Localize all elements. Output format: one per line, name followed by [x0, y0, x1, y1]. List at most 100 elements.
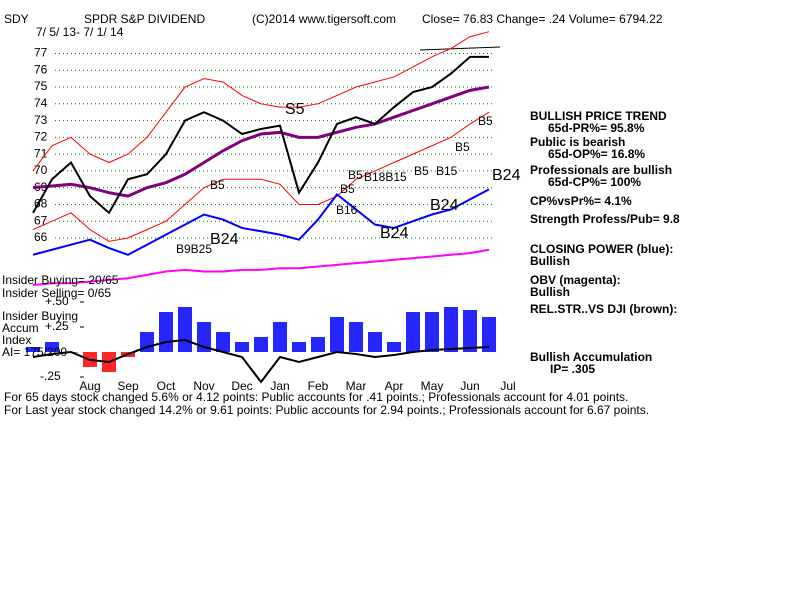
signal-label: B9B25	[176, 242, 212, 256]
side-text: Bullish Accumulation	[530, 350, 652, 364]
side-text: REL.STR..VS DJI (brown):	[530, 302, 677, 316]
accum-bar	[425, 312, 439, 352]
accum-bar	[216, 332, 230, 352]
series-line	[32, 55, 489, 215]
accum-bar	[311, 337, 325, 352]
signal-label: B16	[336, 203, 358, 217]
accum-bar	[178, 307, 192, 352]
side-text: 65d-OP%= 16.8%	[548, 147, 645, 161]
accum-bar	[406, 312, 420, 352]
x-tick-label: Sep	[117, 379, 139, 393]
x-tick-label: Mar	[346, 379, 367, 393]
copyright: (C)2014 www.tigersoft.com	[252, 12, 396, 26]
x-tick-label: Apr	[385, 379, 404, 393]
accum-bar	[330, 317, 344, 352]
x-tick-label: Jun	[460, 379, 479, 393]
y-tick-label: 74	[34, 96, 48, 110]
y-tick-label: 72	[34, 130, 48, 144]
accum-bar	[273, 322, 287, 352]
y-tick-label: 73	[34, 113, 48, 127]
y-tick-label: -.25	[40, 369, 61, 383]
side-text: CLOSING POWER (blue):	[530, 242, 673, 256]
side-text: IP= .305	[550, 362, 595, 376]
accum-bar	[235, 342, 249, 352]
x-tick-label: Jul	[500, 379, 515, 393]
insider-label: Insider Buying	[2, 309, 78, 323]
accum-bar	[292, 342, 306, 352]
accum-bar	[482, 317, 496, 352]
accum-bar	[387, 342, 401, 352]
y-tick-label: 66	[34, 230, 48, 244]
accum-bar	[368, 332, 382, 352]
y-tick-label: 76	[34, 62, 48, 76]
series-line	[32, 31, 490, 172]
insider-label: Insider Buying= 20/65	[2, 273, 119, 287]
side-text: 65d-CP%= 100%	[548, 175, 641, 189]
footer-text: For 65 days stock changed 5.6% or 4.12 p…	[4, 390, 628, 404]
signal-label: B5	[340, 182, 355, 196]
side-text: BULLISH PRICE TREND	[530, 109, 667, 123]
signal-label: B5	[478, 114, 493, 128]
x-tick-label: Dec	[231, 379, 252, 393]
x-tick-label: Jan	[270, 379, 289, 393]
signal-label: B24	[492, 167, 521, 184]
signal-label: B5	[414, 164, 429, 178]
signal-label: B24	[430, 197, 459, 214]
accum-bar	[159, 312, 173, 352]
series-line	[32, 85, 490, 198]
x-tick-label: May	[421, 379, 444, 393]
signal-label: S5	[285, 101, 305, 118]
insider-label: AI= 175/200	[2, 345, 67, 359]
series-line	[32, 188, 490, 256]
x-tick-label: Oct	[157, 379, 176, 393]
x-tick-label: Nov	[193, 379, 214, 393]
accum-bar	[444, 307, 458, 352]
accum-bar	[254, 337, 268, 352]
symbol: SDY	[4, 12, 29, 26]
y-tick-label: +.50	[45, 294, 69, 308]
series-line	[32, 248, 490, 286]
signal-label: B18B15	[364, 170, 407, 184]
rel-strength-line	[32, 338, 490, 384]
date-range: 7/ 5/ 13- 7/ 1/ 14	[36, 25, 124, 39]
y-tick-label: +.25	[45, 319, 69, 333]
signal-label: B5	[210, 178, 225, 192]
footer-text: For Last year stock changed 14.2% or 9.6…	[4, 403, 649, 417]
y-tick-label: 75	[34, 79, 48, 93]
insider-label: Insider Selling= 0/65	[2, 286, 111, 300]
insider-label: Accum	[2, 321, 39, 335]
y-tick-label: 68	[34, 197, 48, 211]
signal-label: B24	[380, 225, 409, 242]
side-text: 65d-PR%= 95.8%	[548, 121, 645, 135]
accum-bar	[463, 310, 477, 352]
signal-label: B5	[348, 168, 363, 182]
accum-bar	[349, 322, 363, 352]
accum-bar	[26, 347, 40, 352]
x-tick-label: Aug	[79, 379, 100, 393]
y-tick-label: 77	[34, 46, 48, 60]
trend-line	[419, 46, 501, 51]
side-text: Professionals are bullish	[530, 163, 672, 177]
x-tick-label: Feb	[308, 379, 329, 393]
y-tick-label: 70	[34, 163, 48, 177]
y-tick-label: 67	[34, 213, 48, 227]
side-text: Bullish	[530, 285, 570, 299]
fund-name: SPDR S&P DIVIDEND	[84, 12, 205, 26]
side-text: Strength Profess/Pub= 9.8	[530, 212, 680, 226]
accum-bar	[197, 322, 211, 352]
side-text: OBV (magenta):	[530, 273, 621, 287]
series-line	[32, 111, 490, 242]
side-text: Bullish	[530, 254, 570, 268]
signal-label: B24	[210, 231, 239, 248]
y-tick-label: 71	[34, 146, 48, 160]
accum-bar	[45, 342, 59, 352]
insider-label: Index	[2, 333, 31, 347]
side-text: Public is bearish	[530, 135, 625, 149]
signal-label: B5	[455, 140, 470, 154]
side-text: CP%vsPr%= 4.1%	[530, 194, 632, 208]
quote: Close= 76.83 Change= .24 Volume= 6794.22	[422, 12, 663, 26]
signal-label: B15	[436, 164, 458, 178]
